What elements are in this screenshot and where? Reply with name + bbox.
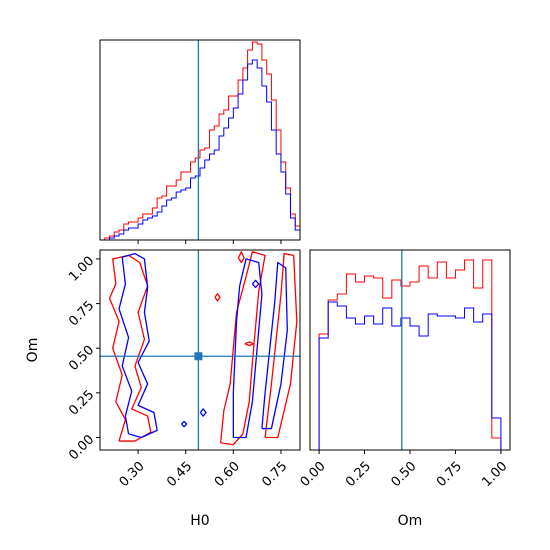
tick-label: 0.30 [117,459,148,490]
contour-y-tick-labels: 0.00 0.25 0.50 0.75 1.00 [66,254,97,464]
tick-label: 0.25 [66,388,97,419]
contour-line-red [214,293,221,302]
contour-line-blue [261,261,288,430]
x-axis-label-h0: H0 [190,513,209,529]
truth-marker [194,352,203,361]
tick-label: 1.00 [479,459,510,490]
tick-label: 0.75 [434,459,465,490]
axes-frame-hist-h0 [99,39,301,241]
hist-series-red [318,259,502,450]
tick-label: 0.60 [212,459,243,490]
contour-line-red [108,254,152,442]
contour-line-blue [232,258,263,439]
tick-label: 0.00 [298,459,329,490]
om-x-tick-labels: 0.00 0.25 0.50 0.75 1.00 [298,459,511,490]
contour-line-red [264,252,298,439]
tick-label: 0.50 [388,459,419,490]
axes-frame-hist-om [309,249,511,451]
hist-series-blue [318,301,502,450]
panel-hist-H0 [99,39,301,244]
contour-line-blue [181,420,188,428]
panel-contour-H0-Om [96,249,301,454]
contour-line-red [244,341,255,347]
tick-label: 0.45 [164,459,195,490]
hist-series-blue [100,59,300,240]
contour-line-blue [199,408,207,417]
tick-label: 0.50 [66,343,97,374]
panel-hist-Om [309,249,511,454]
contour-x-tick-labels: 0.30 0.45 0.60 0.75 [117,459,291,490]
y-axis-label-om: Om [25,338,41,363]
contour-line-blue [118,252,158,439]
tick-label: 0.75 [66,298,97,329]
contour-line-red [219,251,266,446]
tick-label: 0.00 [66,432,97,463]
tick-label: 0.25 [343,459,374,490]
contour-line-red [237,251,245,264]
x-axis-label-om: Om [398,513,423,529]
contour-line-blue [251,279,260,289]
axes-frame-contour [99,249,301,451]
hist-series-red [100,41,300,240]
tick-label: 1.00 [66,254,97,285]
tick-label: 0.75 [259,459,290,490]
